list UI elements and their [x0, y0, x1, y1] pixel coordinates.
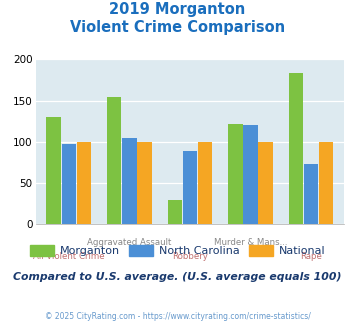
Bar [319, 142, 333, 224]
Bar [304, 164, 318, 224]
Bar [107, 96, 121, 224]
Bar [198, 142, 212, 224]
Bar [77, 142, 91, 224]
Text: All Violent Crime: All Violent Crime [33, 252, 105, 261]
Bar [243, 124, 258, 224]
Legend: Morganton, North Carolina, National: Morganton, North Carolina, National [26, 241, 329, 261]
Text: Robbery: Robbery [172, 252, 208, 261]
Bar [168, 200, 182, 224]
Text: Murder & Mans...: Murder & Mans... [214, 238, 287, 247]
Text: Violent Crime Comparison: Violent Crime Comparison [70, 20, 285, 35]
Text: 2019 Morganton: 2019 Morganton [109, 2, 246, 16]
Text: © 2025 CityRating.com - https://www.cityrating.com/crime-statistics/: © 2025 CityRating.com - https://www.city… [45, 312, 310, 321]
Bar [47, 117, 61, 224]
Bar [258, 142, 273, 224]
Bar [61, 144, 76, 224]
Bar [122, 138, 137, 224]
Bar [228, 124, 242, 224]
Bar [289, 73, 303, 224]
Text: Compared to U.S. average. (U.S. average equals 100): Compared to U.S. average. (U.S. average … [13, 272, 342, 282]
Text: Rape: Rape [300, 252, 322, 261]
Text: Aggravated Assault: Aggravated Assault [87, 238, 171, 247]
Bar [137, 142, 152, 224]
Bar [183, 151, 197, 224]
